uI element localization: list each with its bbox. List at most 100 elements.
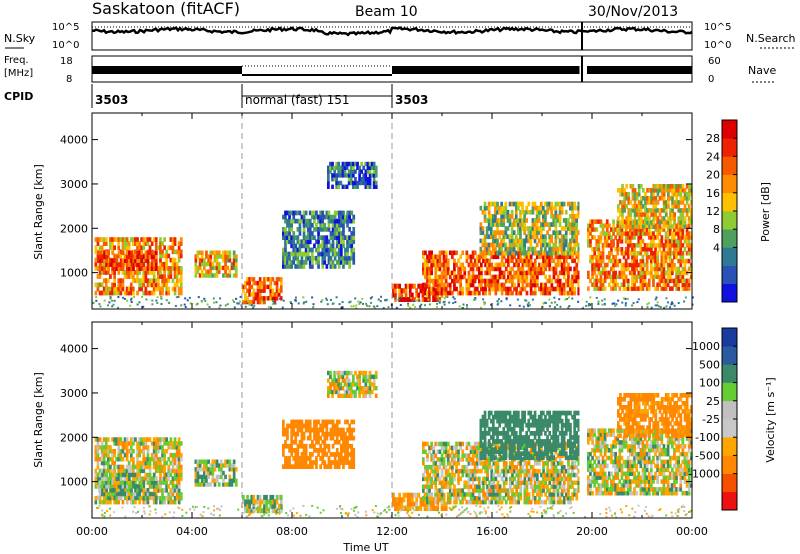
gs-cell-231 xyxy=(395,306,398,309)
cell-4-7-9 xyxy=(296,427,300,433)
cell-4-6-3 xyxy=(294,452,298,457)
cell-8-40-3 xyxy=(562,238,566,244)
cell-3-3-2 xyxy=(248,292,251,297)
cell-7-53-3 xyxy=(531,278,535,284)
cell-7-2-9 xyxy=(426,465,429,470)
cell-7-54-7 xyxy=(533,262,537,268)
cell-0-2-8 xyxy=(98,468,102,474)
cell-8-12-6 xyxy=(504,226,508,231)
cell-0-20-11 xyxy=(136,245,139,251)
cell-0-25-0 xyxy=(146,290,150,296)
cell-4-31-11 xyxy=(346,218,349,224)
cell-5-11-0 xyxy=(349,393,353,398)
cell-0-5-16 xyxy=(104,437,108,442)
cell-0-19-16 xyxy=(134,437,137,442)
cell-6-25-3 xyxy=(444,283,448,289)
cell-8-8-2 xyxy=(496,242,499,248)
gs-cell-80 xyxy=(341,301,344,304)
cell-4-24-3 xyxy=(331,251,335,257)
cell-1-28-2 xyxy=(154,258,158,263)
cell-8-2-10 xyxy=(483,209,487,215)
cell-5-0-1 xyxy=(327,180,330,186)
cell-0-30-3 xyxy=(157,488,160,493)
cell-0-30-10 xyxy=(157,460,160,466)
cell-10-9-3 xyxy=(635,212,639,217)
cell-6-0-1 xyxy=(392,501,395,507)
cell-4-2-8 xyxy=(286,431,289,437)
cell-4-34-7 xyxy=(352,435,356,441)
cell-2-2-5 xyxy=(198,463,202,468)
cell-0-14-7 xyxy=(123,261,127,267)
cell-5-10-1 xyxy=(347,389,351,395)
cell-8-23-0 xyxy=(527,250,531,256)
cell-9-44-8 xyxy=(679,254,683,260)
cell-8-5-6 xyxy=(489,226,493,231)
cell-7-2-15 xyxy=(426,441,429,447)
cell-10-28-7 xyxy=(675,196,678,201)
cell-8-1-3 xyxy=(481,238,485,244)
cell-8-13-6 xyxy=(506,226,510,231)
cell-0-16-5 xyxy=(127,270,131,275)
cell-4-25-10 xyxy=(333,222,337,228)
cell-1-26-0 xyxy=(150,495,154,500)
cell-7-13-4 xyxy=(448,274,452,280)
cell-8-32-7 xyxy=(546,222,549,227)
cell-9-44-7 xyxy=(679,258,683,264)
cell-8-10-5 xyxy=(500,230,503,235)
power-colorbar-swatch-1 xyxy=(722,265,737,285)
cell-0-22-3 xyxy=(140,278,143,283)
cell-4-26-5 xyxy=(335,243,339,249)
cell-9-48-17 xyxy=(687,219,691,224)
cell-4-32-8 xyxy=(348,431,351,437)
cell-0-20-0 xyxy=(136,290,139,296)
cell-8-37-1 xyxy=(556,246,560,252)
cell-9-43-9 xyxy=(677,251,680,256)
cell-0-0-2 xyxy=(94,282,98,288)
cell-6-12-1 xyxy=(417,292,421,298)
gs-cell-253 xyxy=(420,303,423,306)
gs-cell-130 xyxy=(418,299,421,302)
cell-5-4-1 xyxy=(335,180,338,186)
cell-9-14-11 xyxy=(616,243,620,248)
cell-0-29-10 xyxy=(154,460,158,466)
cell-9-24-3 xyxy=(637,274,641,280)
cell-6-22-0 xyxy=(438,297,442,302)
cell-0-5-12 xyxy=(104,241,108,246)
cell-0-3-10 xyxy=(100,460,104,466)
cell-7-14-3 xyxy=(451,278,454,284)
cell-0-18-11 xyxy=(132,456,135,462)
gs-cell-127 xyxy=(671,302,674,305)
cell-8-18-12 xyxy=(517,201,520,207)
cell-3-10-3 xyxy=(263,494,266,500)
cell-9-33-14 xyxy=(656,231,659,236)
cell-0-20-13 xyxy=(136,237,139,242)
cell-0-36-15 xyxy=(169,441,173,446)
cell-9-44-4 xyxy=(679,270,683,276)
cell-7-54-2 xyxy=(533,282,537,288)
cell-5-18-6 xyxy=(364,370,368,376)
cell-2-19-4 xyxy=(234,467,238,472)
cell-7-64-3 xyxy=(554,278,558,284)
cell-2-7-5 xyxy=(209,254,213,259)
cell-9-10-14 xyxy=(608,231,611,236)
cell-7-28-1 xyxy=(480,286,483,292)
gs-cell-110 xyxy=(204,299,207,302)
cell-10-19-10 xyxy=(656,184,660,189)
cell-9-32-15 xyxy=(654,227,657,232)
cell-8-28-0 xyxy=(537,250,541,256)
cell-8-8-12 xyxy=(496,201,499,207)
cell-0-12-15 xyxy=(119,441,123,446)
cell-5-1-6 xyxy=(329,370,332,376)
gs-cell-167 xyxy=(399,304,402,306)
cell-0-34-15 xyxy=(165,441,168,446)
cell-0-40-6 xyxy=(177,266,181,271)
cell-4-16-1 xyxy=(315,260,318,265)
cpid-label: CPID xyxy=(4,90,33,103)
cell-9-15-14 xyxy=(618,231,622,236)
cell-7-36-4 xyxy=(496,274,500,280)
cell-0-24-10 xyxy=(144,460,148,466)
cell-3-10-1 xyxy=(263,296,266,301)
cell-7-65-1 xyxy=(556,286,560,292)
cell-4-3-7 xyxy=(288,235,291,240)
gs-cell-140 xyxy=(617,299,620,302)
